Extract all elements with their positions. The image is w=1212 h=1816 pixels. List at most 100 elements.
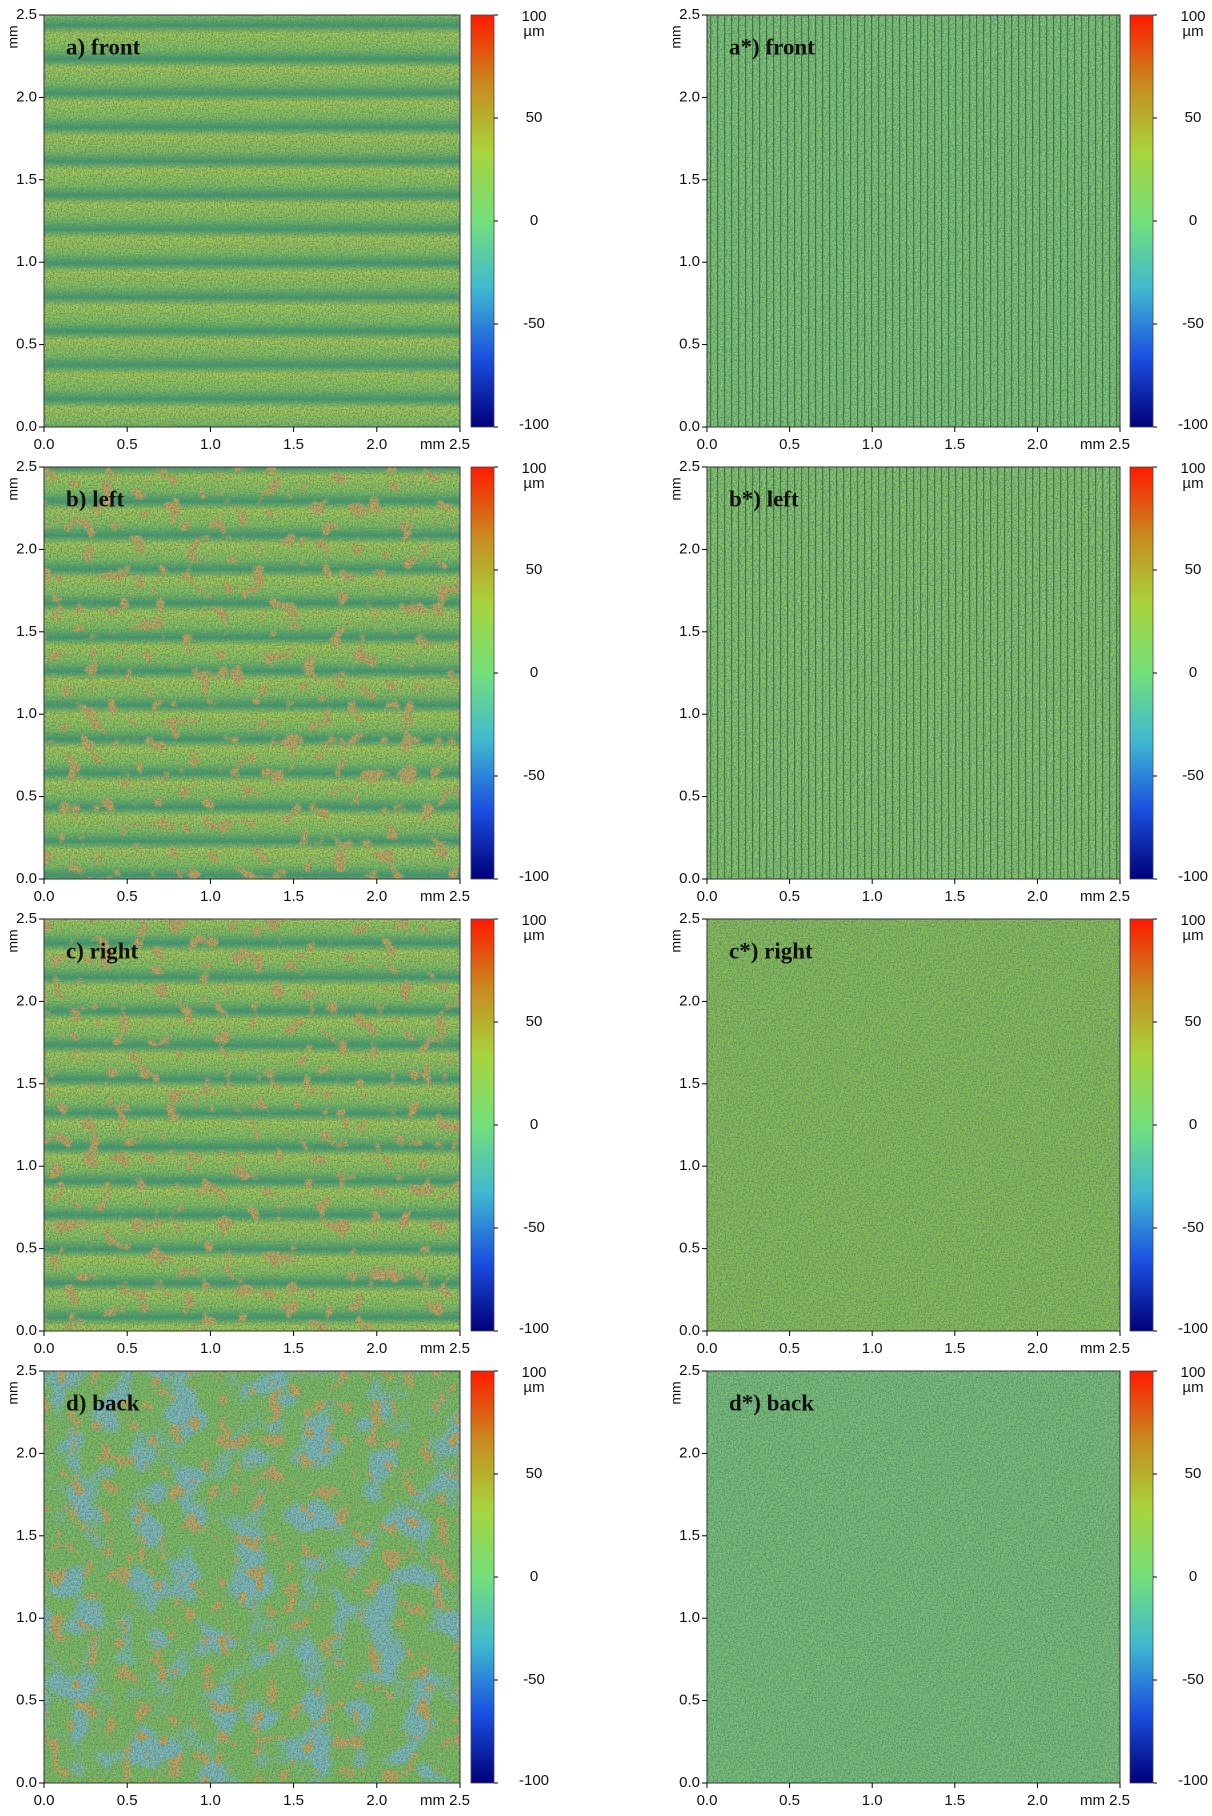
x-tick-label: mm 2.5: [420, 1340, 470, 1357]
y-tick-label: 0.0: [16, 870, 37, 887]
colorbar-tick-label: -50: [1182, 315, 1204, 332]
x-tick-label: 0.0: [34, 888, 55, 905]
colorbar-unit: µm: [1182, 927, 1203, 944]
x-tick-label: 1.5: [283, 436, 304, 453]
x-tick-label: 1.5: [283, 888, 304, 905]
colorbar-unit: µm: [1182, 23, 1203, 40]
colorbar-tick-label: 0: [530, 1116, 538, 1133]
x-tick-label: 0.5: [117, 1340, 138, 1357]
y-tick-label: 0.5: [679, 1240, 700, 1257]
y-axis-label: mm: [668, 25, 684, 48]
x-tick-label: 0.0: [697, 1792, 718, 1809]
y-tick-label: 0.5: [679, 336, 700, 353]
colorbar-tick-label: 50: [526, 1465, 543, 1482]
panel-title: a) front: [66, 34, 141, 59]
y-tick-label: 0.0: [679, 1774, 700, 1791]
colorbar-tick-label: -50: [1182, 1219, 1204, 1236]
colorbar-tick-label: 50: [526, 1013, 543, 1030]
x-tick-label: mm 2.5: [420, 1792, 470, 1809]
y-tick-label: 0.0: [679, 1322, 700, 1339]
x-tick-label: 0.0: [34, 436, 55, 453]
surface-texture: [44, 1371, 460, 1783]
x-tick-label: mm 2.5: [420, 888, 470, 905]
y-axis-label: mm: [5, 477, 21, 500]
y-tick-label: 0.5: [16, 788, 37, 805]
y-tick-label: 2.0: [16, 992, 37, 1009]
y-tick-label: 1.0: [679, 1157, 700, 1174]
colorbar-tick-label: 0: [530, 1568, 538, 1585]
x-tick-label: 1.5: [944, 1340, 965, 1357]
x-tick-label: 1.0: [200, 436, 221, 453]
y-tick-label: 2.5: [679, 1362, 700, 1379]
y-tick-label: 0.0: [679, 418, 700, 435]
colorbar-unit: µm: [1182, 1379, 1203, 1396]
x-tick-label: 0.5: [779, 888, 800, 905]
panel: 0.00.51.01.52.02.50.00.51.01.52.0mm 2.5m…: [668, 458, 1208, 905]
x-tick-label: 1.0: [200, 1340, 221, 1357]
x-tick-label: 1.0: [862, 888, 883, 905]
y-tick-label: 1.5: [679, 1527, 700, 1544]
y-tick-label: 0.0: [16, 1322, 37, 1339]
x-tick-label: 0.0: [697, 888, 718, 905]
y-tick-label: 1.5: [16, 623, 37, 640]
y-tick-label: 0.0: [16, 1774, 37, 1791]
panel-title: b*) left: [729, 486, 799, 511]
colorbar-unit: µm: [1182, 475, 1203, 492]
panel-title: c) right: [66, 938, 139, 963]
y-tick-label: 2.0: [16, 1444, 37, 1461]
y-tick-label: 2.5: [16, 1362, 37, 1379]
surface-texture: [44, 15, 460, 427]
x-tick-label: mm 2.5: [420, 436, 470, 453]
y-tick-label: 0.5: [679, 1692, 700, 1709]
x-tick-label: 1.0: [862, 436, 883, 453]
colorbar-unit: µm: [523, 927, 544, 944]
y-tick-label: 1.5: [679, 171, 700, 188]
colorbar-tick-label: -100: [519, 1772, 549, 1789]
x-tick-label: 0.5: [117, 888, 138, 905]
x-tick-label: 1.5: [944, 436, 965, 453]
colorbar: [471, 467, 494, 879]
colorbar-tick-label: -50: [1182, 767, 1204, 784]
y-tick-label: 1.5: [679, 1075, 700, 1092]
colorbar-tick-label: -100: [1178, 1772, 1208, 1789]
x-tick-label: 1.5: [283, 1340, 304, 1357]
x-tick-label: 0.0: [697, 436, 718, 453]
panel-title: b) left: [66, 486, 124, 511]
colorbar-tick-label: -100: [519, 868, 549, 885]
y-axis-label: mm: [5, 929, 21, 952]
y-tick-label: 1.0: [679, 705, 700, 722]
colorbar-tick-label: -50: [523, 1671, 545, 1688]
y-tick-label: 2.0: [679, 1444, 700, 1461]
x-tick-label: mm 2.5: [1080, 1792, 1130, 1809]
y-tick-label: 1.0: [16, 253, 37, 270]
x-tick-label: 2.0: [1027, 1792, 1048, 1809]
colorbar-tick-label: 0: [530, 664, 538, 681]
x-tick-label: 0.5: [117, 436, 138, 453]
x-tick-label: 0.5: [117, 1792, 138, 1809]
colorbar-tick-label: -100: [1178, 1320, 1208, 1337]
y-tick-label: 0.5: [16, 1240, 37, 1257]
x-tick-label: 2.0: [1027, 1340, 1048, 1357]
y-tick-label: 0.5: [679, 788, 700, 805]
y-tick-label: 0.5: [16, 336, 37, 353]
x-tick-label: 0.5: [779, 1340, 800, 1357]
colorbar-tick-label: 50: [526, 561, 543, 578]
surface-texture: [44, 919, 460, 1331]
colorbar-tick-label: 0: [1189, 664, 1197, 681]
x-tick-label: mm 2.5: [1080, 436, 1130, 453]
x-tick-label: mm 2.5: [1080, 888, 1130, 905]
y-tick-label: 1.0: [16, 705, 37, 722]
x-tick-label: 0.5: [779, 436, 800, 453]
panel: 0.00.51.01.52.02.50.00.51.01.52.0mm 2.5m…: [5, 910, 549, 1357]
x-tick-label: 1.0: [862, 1340, 883, 1357]
panel-title: d*) back: [729, 1390, 814, 1415]
colorbar: [1130, 467, 1153, 879]
y-tick-label: 2.5: [679, 910, 700, 927]
x-tick-label: mm 2.5: [1080, 1340, 1130, 1357]
panel-title: d) back: [66, 1390, 140, 1415]
colorbar-tick-label: -50: [523, 1219, 545, 1236]
x-tick-label: 2.0: [366, 1792, 387, 1809]
panel-title: a*) front: [729, 34, 815, 59]
